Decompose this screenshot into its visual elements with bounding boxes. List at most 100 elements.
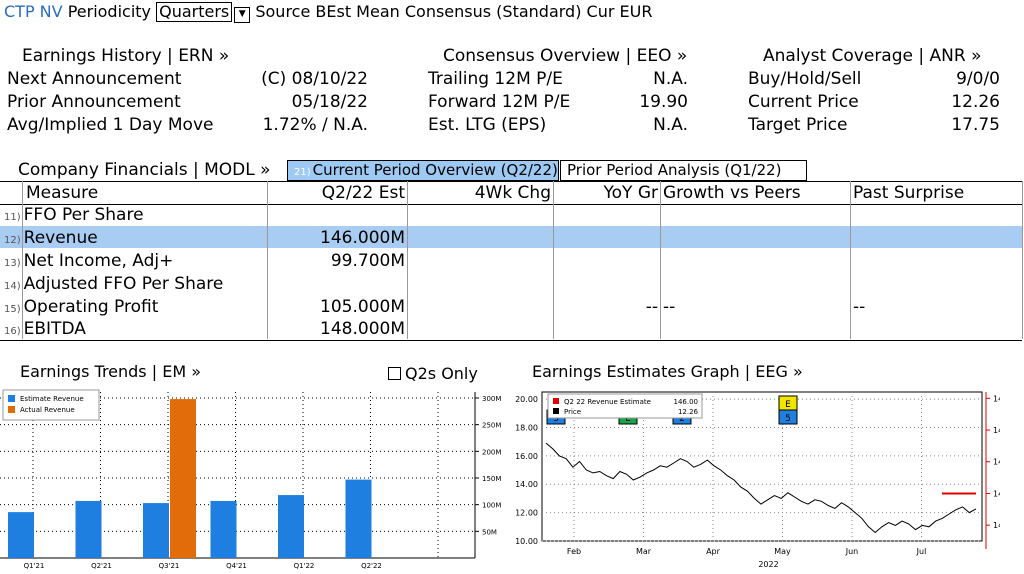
left-tick-label: 18.00 (515, 423, 538, 432)
est-ltg-value: N.A. (653, 115, 688, 135)
company-financials-title[interactable]: Company Financials | MODL » (18, 160, 271, 180)
column-divider (660, 181, 661, 339)
row-measure: Revenue (23, 228, 98, 248)
legend-value: 12.26 (678, 408, 699, 416)
row-est: 146.000M (320, 228, 405, 248)
right-tick-label: 146.00 (993, 489, 1000, 498)
legend-box (2, 389, 100, 421)
row-number: 12) (4, 235, 21, 246)
table-row[interactable]: 16) EBITDA (4, 318, 86, 343)
toolbar: CTP NV Periodicity Quarters ▼ Source BEst… (4, 1, 652, 23)
periodicity-label: Periodicity (67, 2, 152, 21)
chevron-down-icon[interactable]: ▼ (234, 7, 251, 23)
event-marker-label: 3 (553, 414, 559, 424)
q2s-only-checkbox[interactable]: Q2s Only (388, 364, 478, 383)
trailing-pe-label: Trailing 12M P/E (428, 69, 563, 89)
consensus-overview-title[interactable]: Consensus Overview | EEO » (443, 46, 688, 66)
analyst-coverage-title[interactable]: Analyst Coverage | ANR » (763, 46, 982, 66)
table-row[interactable]: 11) FFO Per Share (4, 204, 144, 229)
column-divider (553, 181, 554, 339)
est-ltg-label: Est. LTG (EPS) (428, 115, 547, 135)
event-marker-label: 2 (679, 414, 685, 424)
row-measure: Adjusted FFO Per Share (23, 274, 224, 294)
col-header-est[interactable]: Q2/22 Est (321, 183, 405, 203)
col-header-measure[interactable]: Measure (26, 183, 99, 203)
table-bottom-border (0, 340, 1022, 341)
table-header (0, 181, 1022, 205)
left-tick-label: 10.00 (515, 537, 538, 546)
legend-swatch (553, 398, 559, 404)
row-number: 14) (4, 281, 21, 292)
earnings-trends-title[interactable]: Earnings Trends | EM » (20, 362, 201, 381)
earnings-trends-chart[interactable]: 300M 250M 200M 150M 100M 50M Q1'21 Q2'21 Q3'21 Q4… (0, 384, 520, 574)
col-header-peers[interactable]: Growth vs Peers (663, 183, 801, 203)
row-measure: Operating Profit (23, 297, 159, 317)
left-tick-label: 12.00 (515, 509, 538, 518)
row-measure: Net Income, Adj+ (23, 251, 174, 271)
avg-move-value: 1.72% / N.A. (262, 115, 368, 135)
tab-prior-period[interactable]: Prior Period Analysis (Q1/22) (560, 160, 807, 181)
y-tick-label: 50M (482, 528, 497, 536)
col-header-surprise[interactable]: Past Surprise (853, 183, 965, 203)
earnings-history-title[interactable]: Earnings History | ERN » (22, 46, 230, 66)
row-est: 105.000M (320, 297, 405, 317)
financials-table (0, 181, 1024, 340)
column-divider (850, 181, 851, 339)
column-divider (407, 181, 408, 339)
legend-swatch (8, 406, 15, 413)
forward-pe-label: Forward 12M P/E (428, 92, 571, 112)
right-tick-label: 149.00 (993, 394, 1000, 403)
col-header-4wk[interactable]: 4Wk Chg (474, 183, 551, 203)
right-tick-label: 145.00 (993, 521, 1000, 530)
column-divider (22, 181, 23, 339)
prior-announcement-value: 05/18/22 (291, 92, 368, 112)
row-number: 15) (4, 304, 21, 315)
bar-estimate (8, 512, 34, 558)
bar-actual (170, 399, 196, 558)
table-row[interactable]: 13) Net Income, Adj+ (4, 250, 173, 275)
row-measure: EBITDA (23, 319, 86, 339)
table-row[interactable]: 12) Revenue (4, 227, 98, 252)
event-marker-label: E (785, 400, 791, 410)
source-text: Source BEst Mean Consensus (Standard) Cu… (255, 2, 653, 21)
tab-current-period[interactable]: 21) Current Period Overview (Q2/22) (287, 160, 559, 181)
avg-move-label: Avg/Implied 1 Day Move (7, 115, 214, 135)
x-sublabel: 2022 (758, 560, 778, 569)
selected-row-highlight (0, 226, 1022, 248)
periodicity-value: Quarters (159, 2, 230, 21)
forward-pe-value: 19.90 (639, 92, 688, 112)
row-number: 13) (4, 258, 21, 269)
event-marker-label: E (625, 414, 631, 424)
event-marker (778, 409, 798, 425)
row-est: 99.700M (330, 251, 405, 271)
legend-swatch (8, 395, 15, 402)
column-divider (267, 181, 268, 339)
legend-label: Actual Revenue (20, 406, 75, 414)
current-price-label: Current Price (748, 92, 859, 112)
column-divider (1022, 181, 1023, 339)
x-tick-label: Feb (567, 547, 581, 556)
earnings-estimates-chart[interactable]: 20.00 18.00 16.00 14.00 12.00 10.00 149.00 148.… (510, 384, 1000, 574)
col-header-yoy[interactable]: YoY Gr (603, 183, 658, 203)
ticker-label[interactable]: CTP NV (4, 2, 63, 21)
target-price-label: Target Price (748, 115, 848, 135)
bar-estimate (210, 500, 237, 558)
x-tick-label: May (774, 547, 791, 556)
periodicity-select[interactable]: Quarters (156, 2, 233, 22)
row-surprise: -- (853, 297, 866, 317)
legend-swatch (553, 408, 559, 414)
checkbox-icon[interactable] (388, 367, 401, 380)
row-number: 11) (4, 212, 21, 223)
earnings-estimates-title[interactable]: Earnings Estimates Graph | EEG » (532, 362, 803, 381)
bar-estimate (143, 503, 169, 558)
table-row[interactable]: 14) Adjusted FFO Per Share (4, 273, 223, 298)
prior-announcement-label: Prior Announcement (7, 92, 181, 112)
row-est: 148.000M (320, 319, 405, 339)
x-tick-label: Q2'22 (361, 562, 382, 570)
legend-label: Price (564, 408, 581, 416)
next-announcement-value: (C) 08/10/22 (261, 69, 368, 89)
row-yoy: -- (645, 297, 658, 317)
table-row[interactable]: 15) Operating Profit (4, 296, 158, 321)
row-peers: -- (663, 297, 676, 317)
buy-hold-sell-value: 9/0/0 (956, 69, 1000, 89)
